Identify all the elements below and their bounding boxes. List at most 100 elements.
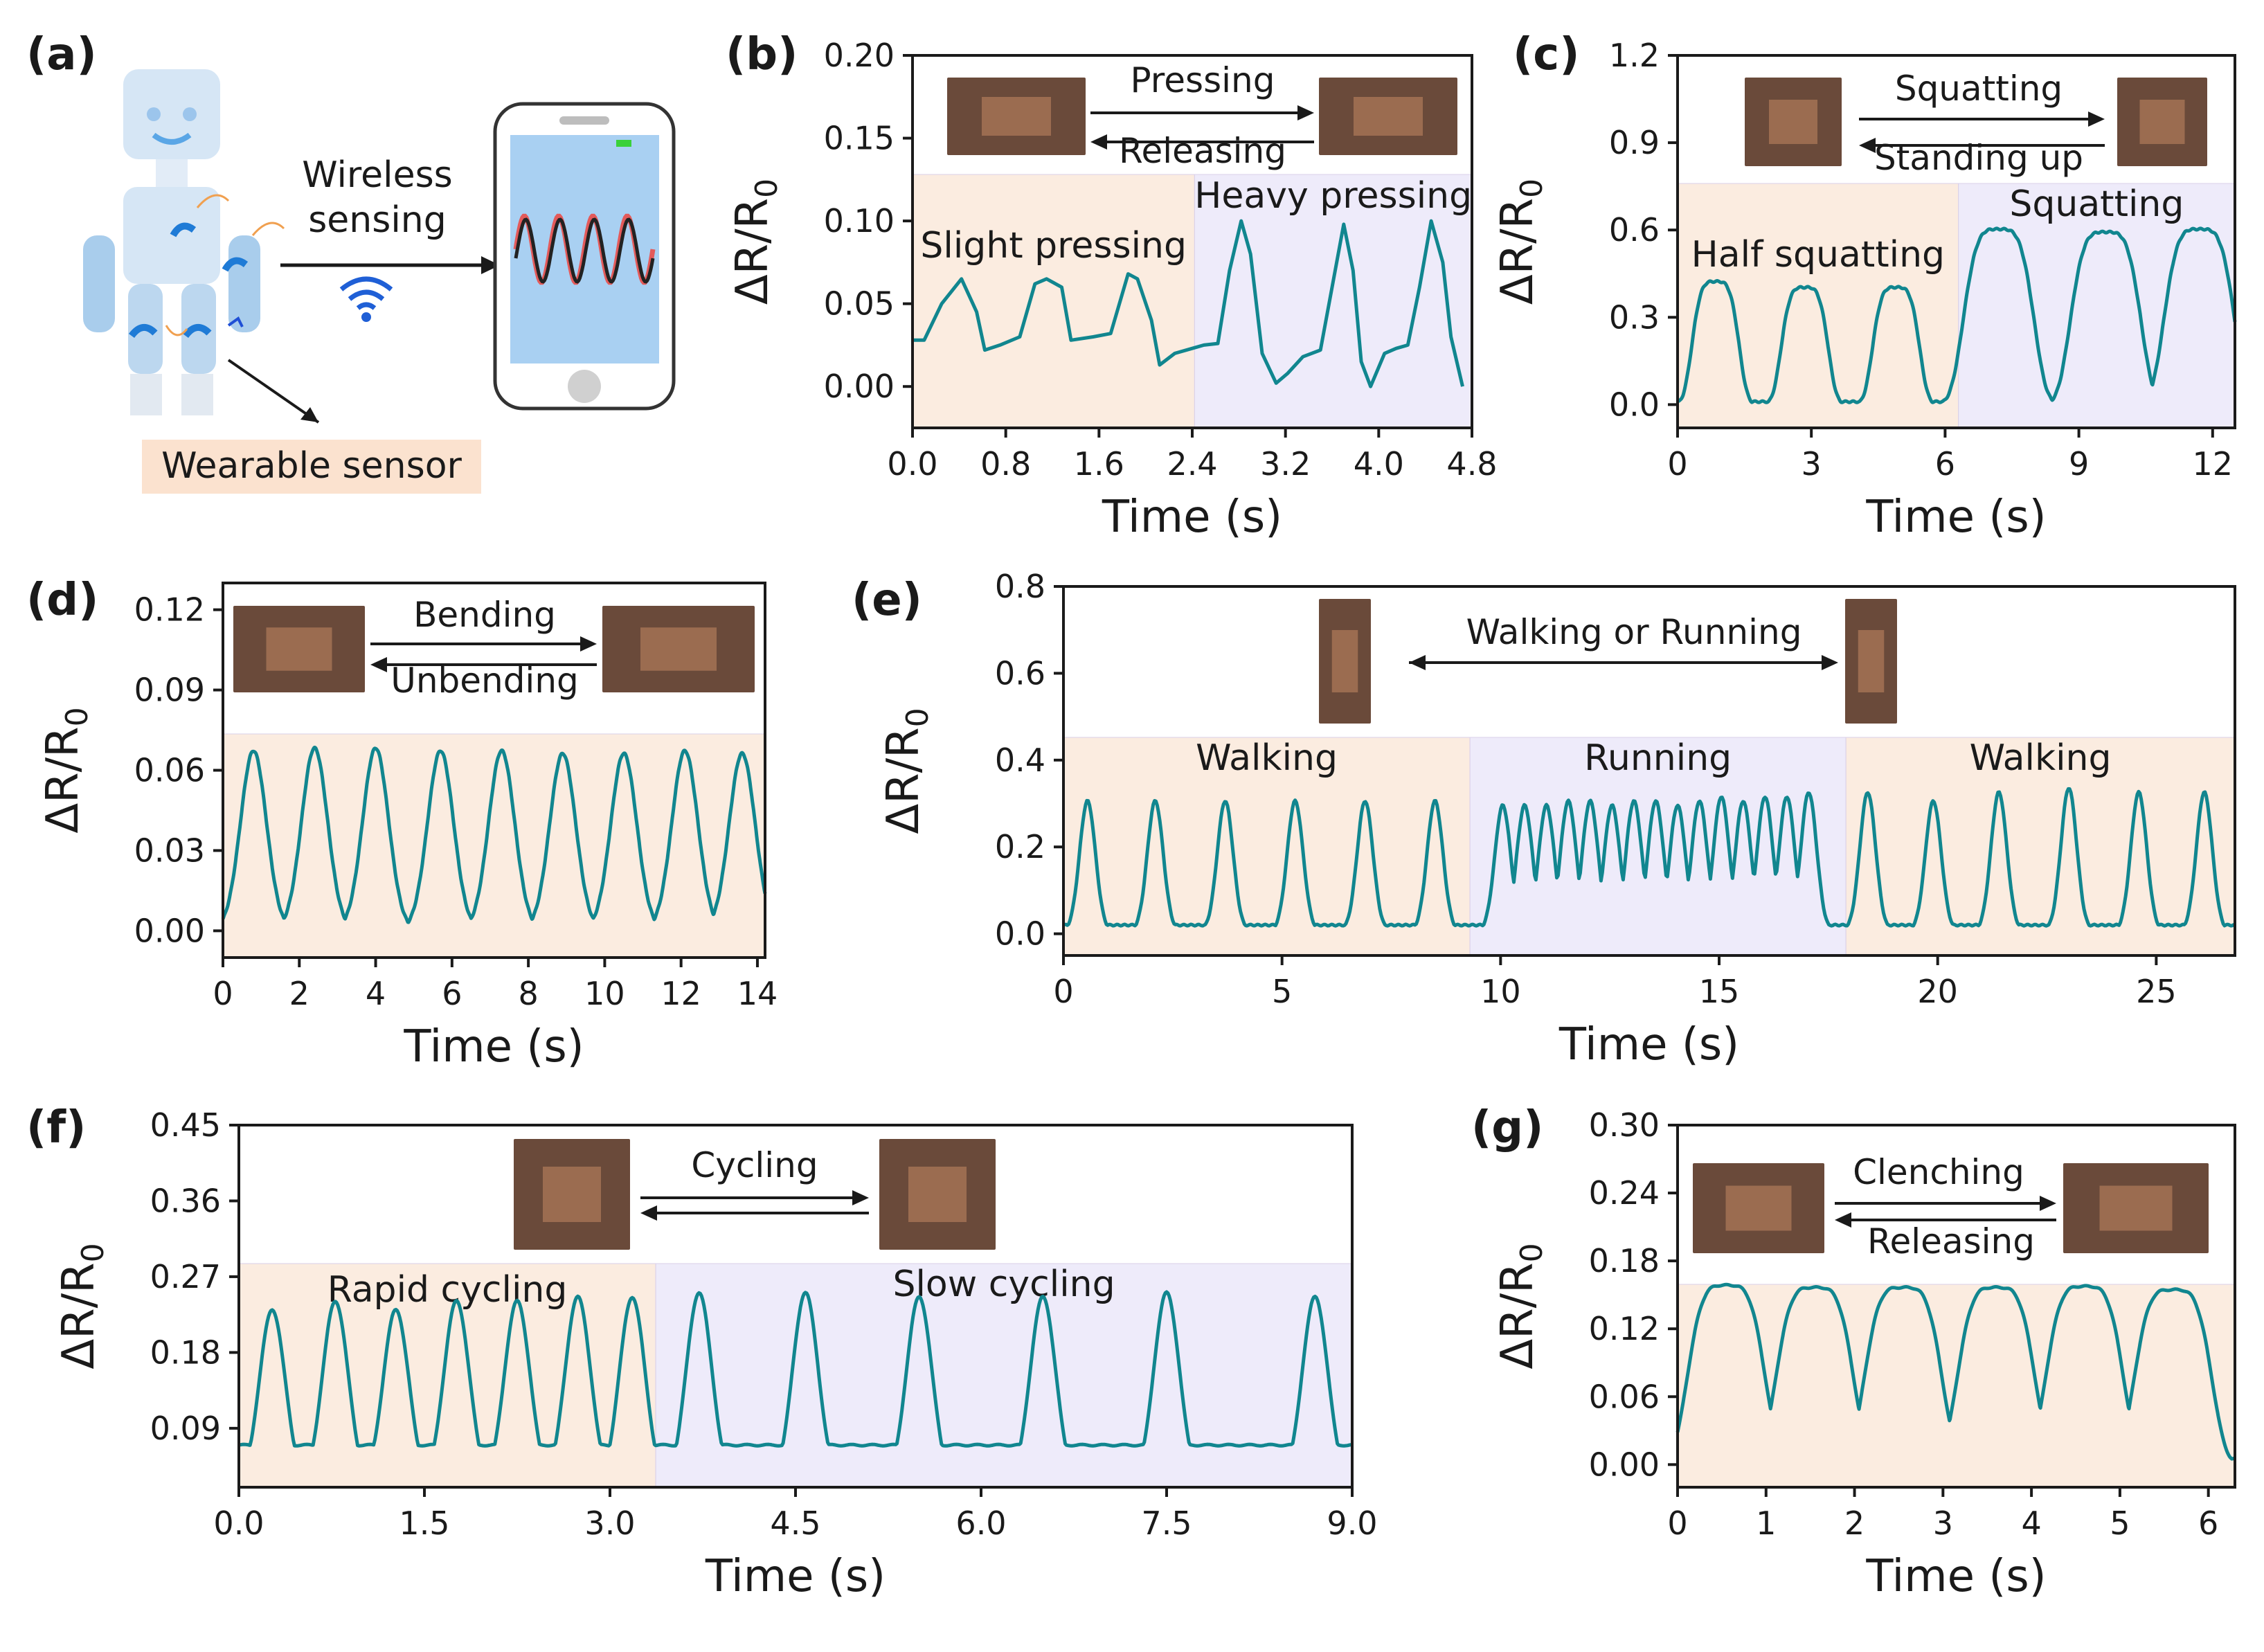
x-axis-label-b: Time (s) [1102,492,1282,543]
y-tick-label-d: 0.06 [134,752,205,789]
action-label-top-e: Walking or Running [1466,612,1802,652]
y-tick-label-e: 0.6 [995,654,1045,692]
y-tick-label-e: 0.8 [995,568,1045,605]
region-f-0 [238,1263,656,1488]
x-tick-label-g: 1 [1756,1505,1776,1542]
y-tick-label-b: 0.10 [824,202,895,240]
panel-label-d: (d) [26,575,98,626]
wireless-label-line2: sensing [308,199,447,241]
x-tick-label-d: 14 [737,975,778,1012]
sensor-label-box [142,440,481,494]
x-tick-label-c: 12 [2193,445,2234,483]
arrow-back-e [1409,655,1426,670]
x-tick-label-g: 0 [1667,1505,1687,1542]
x-tick-label-f: 0.0 [213,1505,264,1542]
y-axis-label-d: ΔR/R0 [37,707,95,833]
data-series-e [1062,787,2236,928]
region-c-0 [1677,183,1959,429]
x-axis-label-d: Time (s) [403,1021,584,1072]
x-tick-label-e: 5 [1272,973,1292,1010]
x-tick-label-c: 9 [2069,445,2089,483]
y-tick-label-g: 0.30 [1589,1106,1660,1144]
action-label-top-f: Cycling [691,1145,818,1185]
data-series-b [913,219,1464,388]
x-axis-label-g: Time (s) [1865,1551,2046,1602]
action-label-bottom-b: Releasing [1119,131,1286,171]
action-label-top-d: Bending [413,595,556,635]
action-label-bottom-c: Standing up [1874,138,2083,178]
data-series-d [221,746,767,924]
x-tick-label-b: 4.8 [1446,445,1497,483]
panel-g: Clenching Releasing 0 1 2 3 4 5 6 0.00 0.06 0.12 0.1… [1471,1102,2236,1602]
y-tick-label-e: 0.4 [995,742,1045,779]
region-label-b-1: Heavy pressing [1194,175,1472,217]
panel-label-a: (a) [26,29,97,80]
region-d-0 [222,733,766,958]
panel-f: Rapid cycling Slow cycling Cycling 0.0 1.5 3.… [26,1102,1378,1602]
y-tick-label-d: 0.00 [134,912,205,949]
x-tick-label-c: 3 [1802,445,1822,483]
region-c-1 [1958,183,2236,429]
action-label-top-b: Pressing [1131,60,1275,100]
x-tick-label-g: 2 [1844,1505,1865,1542]
y-tick-label-b: 0.20 [824,37,895,74]
wifi-icon [339,276,393,322]
region-e-0 [1063,737,1471,956]
y-axis-label-b: ΔR/R0 [727,179,784,305]
y-tick-label-g: 0.12 [1589,1310,1660,1347]
x-tick-label-b: 1.6 [1074,445,1124,483]
y-axis-label-f: ΔR/R0 [53,1243,111,1369]
y-tick-label-b: 0.15 [824,120,895,157]
region-b-1 [1194,174,1473,429]
y-tick-label-e: 0.0 [995,915,1045,953]
plot-frame-g [1676,1124,2236,1489]
action-label-bottom-g: Releasing [1867,1221,2035,1262]
x-axis-label-c: Time (s) [1865,492,2046,543]
x-tick-label-d: 12 [661,975,701,1012]
x-tick-label-e: 15 [1699,973,1740,1010]
region-label-b-0: Slight pressing [920,225,1187,267]
panel-label-f: (f) [26,1102,86,1153]
y-tick-label-c: 0.0 [1609,386,1660,423]
x-tick-label-e: 0 [1053,973,1073,1010]
x-tick-label-b: 3.2 [1260,445,1311,483]
x-tick-label-g: 4 [2021,1505,2041,1542]
x-tick-label-d: 10 [584,975,625,1012]
x-tick-label-e: 10 [1480,973,1521,1010]
x-tick-label-d: 0 [213,975,233,1012]
smartphone-icon [493,102,676,411]
plot-frame-c [1676,54,2236,429]
x-tick-label-c: 0 [1667,445,1687,483]
y-tick-label-f: 0.36 [150,1182,221,1219]
y-tick-label-f: 0.27 [150,1258,221,1295]
y-tick-label-g: 0.24 [1589,1174,1660,1212]
y-tick-label-c: 0.6 [1609,211,1660,249]
y-axis-label-e: ΔR/R0 [878,708,935,834]
x-tick-label-d: 8 [518,975,538,1012]
y-axis-label-g: ΔR/R0 [1492,1243,1549,1369]
x-tick-label-d: 4 [366,975,386,1012]
x-tick-label-d: 2 [289,975,309,1012]
x-tick-label-g: 5 [2110,1505,2130,1542]
x-tick-label-f: 6.0 [955,1505,1006,1542]
y-tick-label-c: 0.9 [1609,124,1660,161]
y-tick-label-c: 0.3 [1609,298,1660,336]
data-series-g [1675,1282,2236,1461]
x-tick-label-c: 6 [1935,445,1955,483]
y-tick-label-g: 0.00 [1589,1446,1660,1483]
x-tick-label-d: 6 [442,975,462,1012]
sensor-pointer [227,359,320,424]
x-tick-label-g: 6 [2198,1505,2218,1542]
region-label-f-1: Slow cycling [892,1264,1115,1305]
y-tick-label-d: 0.03 [134,832,205,869]
y-tick-label-e: 0.2 [995,828,1045,865]
panel-a: (a) Wearable sensor Wir [26,29,676,494]
x-tick-label-f: 4.5 [770,1505,820,1542]
x-axis-label-e: Time (s) [1558,1019,1739,1070]
x-tick-label-f: 9.0 [1327,1505,1377,1542]
plot-frame-e [1062,585,2236,957]
y-tick-label-c: 1.2 [1609,37,1660,74]
panel-e: Walking Running Walking Walking or Running 0… [852,568,2236,1070]
